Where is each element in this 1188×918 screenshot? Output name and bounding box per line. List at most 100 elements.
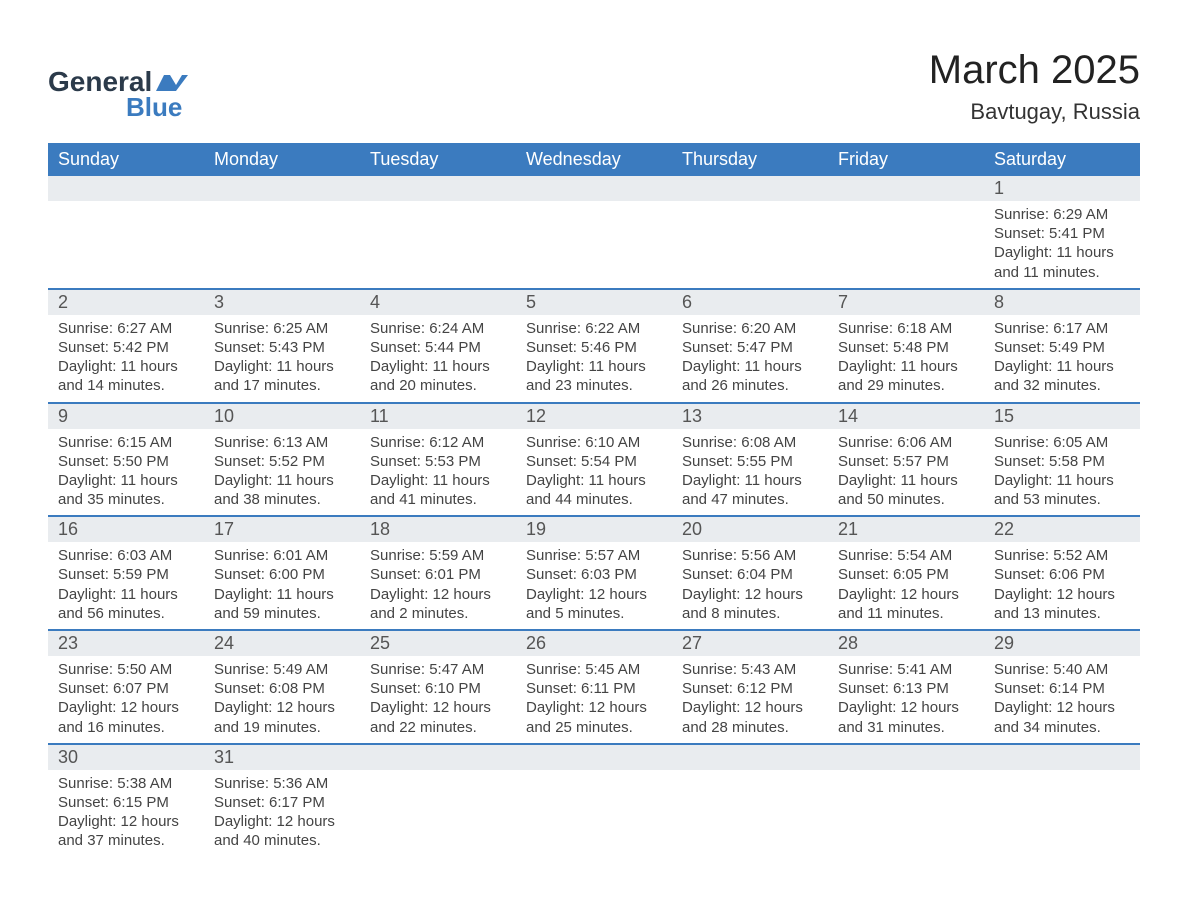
day-number (828, 176, 984, 201)
day-cell: Sunrise: 6:10 AMSunset: 5:54 PMDaylight:… (516, 429, 672, 516)
day-cell (48, 201, 204, 288)
day-number (516, 745, 672, 770)
day-number (828, 745, 984, 770)
day-cell: Sunrise: 6:15 AMSunset: 5:50 PMDaylight:… (48, 429, 204, 516)
day-cell: Sunrise: 6:03 AMSunset: 5:59 PMDaylight:… (48, 542, 204, 629)
day-sunset: Sunset: 6:04 PM (682, 565, 818, 584)
day-cell: Sunrise: 5:59 AMSunset: 6:01 PMDaylight:… (360, 542, 516, 629)
day-cell: Sunrise: 6:18 AMSunset: 5:48 PMDaylight:… (828, 315, 984, 402)
day-sunset: Sunset: 6:08 PM (214, 679, 350, 698)
day-sunrise: Sunrise: 5:59 AM (370, 546, 506, 565)
day-cell: Sunrise: 5:49 AMSunset: 6:08 PMDaylight:… (204, 656, 360, 743)
calendar-week: 2345678Sunrise: 6:27 AMSunset: 5:42 PMDa… (48, 290, 1140, 404)
day-daylight2: and 38 minutes. (214, 490, 350, 509)
day-number: 11 (360, 404, 516, 429)
day-number: 2 (48, 290, 204, 315)
day-sunrise: Sunrise: 6:15 AM (58, 433, 194, 452)
daynum-strip: 2345678 (48, 290, 1140, 315)
day-cell (828, 201, 984, 288)
day-sunset: Sunset: 6:03 PM (526, 565, 662, 584)
day-daylight2: and 19 minutes. (214, 718, 350, 737)
page-subtitle: Bavtugay, Russia (929, 99, 1140, 125)
daynum-strip: 3031 (48, 745, 1140, 770)
day-sunset: Sunset: 5:44 PM (370, 338, 506, 357)
day-daylight1: Daylight: 11 hours (526, 357, 662, 376)
day-daylight2: and 44 minutes. (526, 490, 662, 509)
day-daylight2: and 47 minutes. (682, 490, 818, 509)
day-number: 23 (48, 631, 204, 656)
day-cell (984, 770, 1140, 857)
day-sunset: Sunset: 5:53 PM (370, 452, 506, 471)
header-region: General Blue March 2025 Bavtugay, Russia (48, 30, 1140, 125)
day-daylight1: Daylight: 11 hours (58, 357, 194, 376)
logo: General Blue (48, 66, 190, 123)
day-number: 13 (672, 404, 828, 429)
day-sunset: Sunset: 6:00 PM (214, 565, 350, 584)
day-number: 7 (828, 290, 984, 315)
day-sunset: Sunset: 5:41 PM (994, 224, 1130, 243)
day-sunset: Sunset: 5:54 PM (526, 452, 662, 471)
day-cell: Sunrise: 6:08 AMSunset: 5:55 PMDaylight:… (672, 429, 828, 516)
calendar-week: 1Sunrise: 6:29 AMSunset: 5:41 PMDaylight… (48, 176, 1140, 290)
day-sunset: Sunset: 6:05 PM (838, 565, 974, 584)
day-daylight2: and 35 minutes. (58, 490, 194, 509)
day-daylight1: Daylight: 11 hours (58, 585, 194, 604)
day-sunset: Sunset: 5:47 PM (682, 338, 818, 357)
day-daylight1: Daylight: 11 hours (682, 357, 818, 376)
day-daylight2: and 56 minutes. (58, 604, 194, 623)
day-number: 19 (516, 517, 672, 542)
day-sunset: Sunset: 5:50 PM (58, 452, 194, 471)
day-daylight2: and 34 minutes. (994, 718, 1130, 737)
day-cell: Sunrise: 5:38 AMSunset: 6:15 PMDaylight:… (48, 770, 204, 857)
day-sunset: Sunset: 5:43 PM (214, 338, 350, 357)
day-sunset: Sunset: 5:46 PM (526, 338, 662, 357)
day-sunrise: Sunrise: 5:38 AM (58, 774, 194, 793)
daynum-strip: 23242526272829 (48, 631, 1140, 656)
day-sunrise: Sunrise: 6:25 AM (214, 319, 350, 338)
day-sunrise: Sunrise: 5:40 AM (994, 660, 1130, 679)
day-daylight1: Daylight: 12 hours (994, 698, 1130, 717)
day-sunset: Sunset: 5:57 PM (838, 452, 974, 471)
day-daylight2: and 25 minutes. (526, 718, 662, 737)
day-daylight1: Daylight: 12 hours (370, 585, 506, 604)
day-sunrise: Sunrise: 6:13 AM (214, 433, 350, 452)
day-sunrise: Sunrise: 6:01 AM (214, 546, 350, 565)
day-number: 5 (516, 290, 672, 315)
weekday-column: Friday (828, 143, 984, 176)
day-number: 24 (204, 631, 360, 656)
day-daylight2: and 14 minutes. (58, 376, 194, 395)
day-sunset: Sunset: 5:55 PM (682, 452, 818, 471)
day-cell: Sunrise: 6:01 AMSunset: 6:00 PMDaylight:… (204, 542, 360, 629)
day-number: 12 (516, 404, 672, 429)
day-number: 25 (360, 631, 516, 656)
calendar-week: 9101112131415Sunrise: 6:15 AMSunset: 5:5… (48, 404, 1140, 518)
day-daylight2: and 20 minutes. (370, 376, 506, 395)
day-number: 15 (984, 404, 1140, 429)
day-number (672, 176, 828, 201)
day-sunrise: Sunrise: 5:47 AM (370, 660, 506, 679)
weekday-column: Sunday (48, 143, 204, 176)
day-daylight1: Daylight: 11 hours (994, 471, 1130, 490)
day-daylight2: and 53 minutes. (994, 490, 1130, 509)
day-sunrise: Sunrise: 5:49 AM (214, 660, 350, 679)
day-daylight1: Daylight: 12 hours (682, 698, 818, 717)
day-daylight1: Daylight: 11 hours (214, 357, 350, 376)
day-sunrise: Sunrise: 5:54 AM (838, 546, 974, 565)
day-number: 3 (204, 290, 360, 315)
day-sunrise: Sunrise: 6:12 AM (370, 433, 506, 452)
day-daylight1: Daylight: 11 hours (682, 471, 818, 490)
day-daylight2: and 26 minutes. (682, 376, 818, 395)
day-number (516, 176, 672, 201)
weekday-column: Monday (204, 143, 360, 176)
weekday-column: Wednesday (516, 143, 672, 176)
page: General Blue March 2025 Bavtugay, Russia… (0, 0, 1188, 918)
day-number: 4 (360, 290, 516, 315)
day-number (360, 745, 516, 770)
day-sunset: Sunset: 5:49 PM (994, 338, 1130, 357)
day-daylight2: and 16 minutes. (58, 718, 194, 737)
day-sunset: Sunset: 5:59 PM (58, 565, 194, 584)
day-cell: Sunrise: 6:17 AMSunset: 5:49 PMDaylight:… (984, 315, 1140, 402)
day-cell: Sunrise: 5:52 AMSunset: 6:06 PMDaylight:… (984, 542, 1140, 629)
day-daylight1: Daylight: 11 hours (994, 357, 1130, 376)
weekday-column: Saturday (984, 143, 1140, 176)
